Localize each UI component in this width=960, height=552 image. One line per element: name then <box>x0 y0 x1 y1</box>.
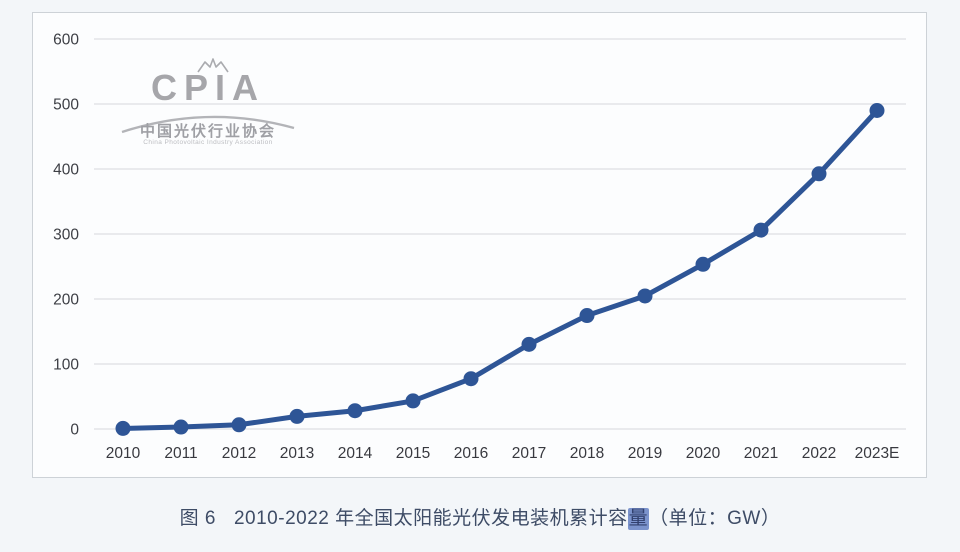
y-tick-label: 100 <box>53 357 79 374</box>
y-tick-label: 600 <box>53 32 79 49</box>
y-tick-label: 500 <box>53 97 79 114</box>
x-tick-label: 2013 <box>280 445 314 462</box>
x-tick-label: 2012 <box>222 445 256 462</box>
chart-area: 0 100 200 300 400 500 600 2010 2011 2012 2013 2014 2… <box>32 12 927 478</box>
data-point <box>869 103 885 118</box>
y-tick-label: 200 <box>53 292 79 309</box>
chart-caption: 图 6 2010-2022 年全国太阳能光伏发电装机累计容量（单位：GW） <box>0 503 960 530</box>
y-tick-label: 0 <box>70 422 79 439</box>
x-tick-label: 2020 <box>686 445 721 462</box>
data-point <box>753 222 769 238</box>
data-point <box>173 419 189 435</box>
x-tick-label: 2021 <box>744 445 778 462</box>
data-point <box>347 403 363 419</box>
x-tick-label: 2019 <box>628 445 662 462</box>
caption-unit-text: （单位：GW） <box>649 508 781 529</box>
data-point <box>289 408 305 424</box>
data-point <box>463 371 479 387</box>
x-tick-label: 2010 <box>106 445 141 462</box>
x-tick-label: 2018 <box>570 445 604 462</box>
figure-number-label: 图 6 <box>179 508 216 529</box>
data-point <box>637 288 653 304</box>
data-point <box>811 166 827 182</box>
caption-highlighted-char: 量 <box>627 508 650 530</box>
caption-title-text: 2010-2022 年全国太阳能光伏发电装机累计容 <box>233 508 628 529</box>
data-point <box>521 336 537 352</box>
data-point <box>405 393 421 409</box>
x-tick-label: 2016 <box>454 445 488 462</box>
data-point <box>695 256 711 272</box>
y-tick-label: 300 <box>53 227 79 244</box>
x-tick-label: 2014 <box>338 445 373 462</box>
x-tick-label: 2022 <box>802 445 836 462</box>
x-tick-label: 2011 <box>164 445 197 462</box>
data-line <box>120 108 880 431</box>
data-point <box>231 417 247 433</box>
x-tick-label: 2015 <box>396 445 430 462</box>
y-tick-label: 400 <box>53 162 79 179</box>
x-tick-label: 2023E <box>855 445 900 462</box>
data-point <box>115 420 131 436</box>
data-point <box>579 308 595 324</box>
x-tick-label: 2017 <box>512 445 546 462</box>
line-chart-svg: 0 100 200 300 400 500 600 2010 2011 2012 2013 2014 2… <box>53 32 906 462</box>
